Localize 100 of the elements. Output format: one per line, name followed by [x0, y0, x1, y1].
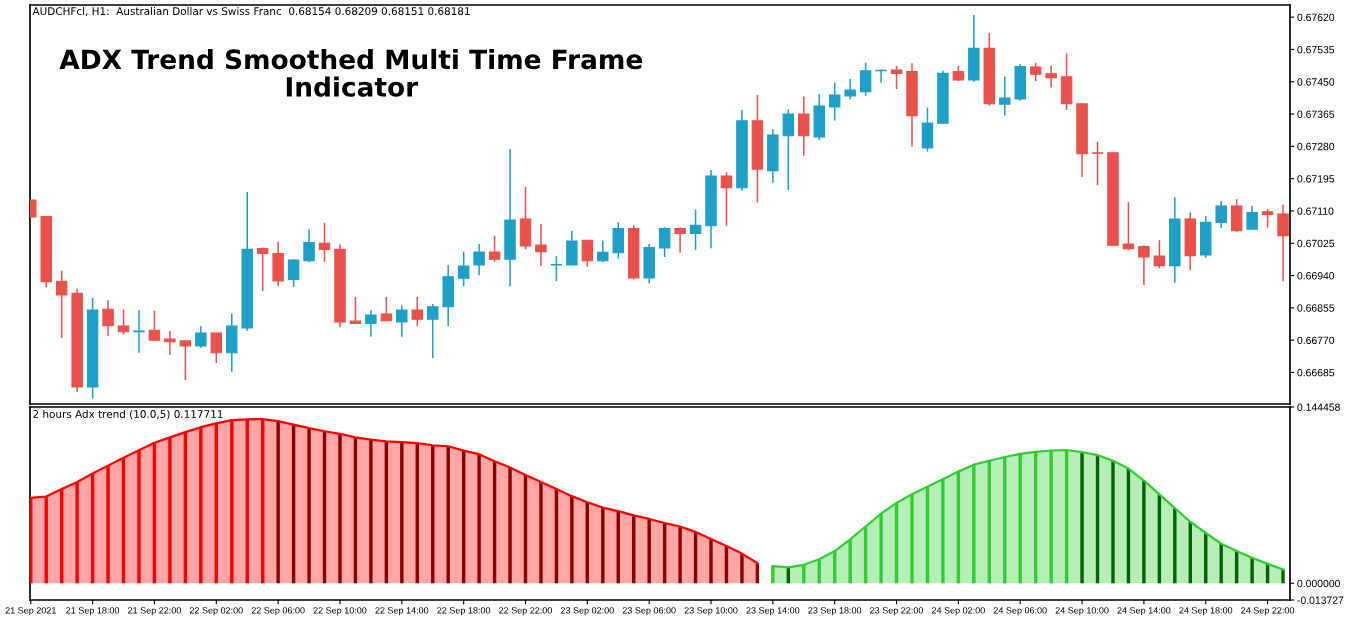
candlestick — [488, 234, 501, 263]
candlestick — [828, 81, 841, 122]
candlestick — [1122, 201, 1135, 251]
bar — [678, 526, 682, 584]
bar — [1250, 557, 1254, 584]
chart-subtitle: AUDCHFcl, H1: Australian Dollar vs Swiss Franc 0.68154 0.68209 0.68151 0.68181 — [32, 7, 470, 17]
candlestick — [581, 239, 594, 268]
bar — [1281, 569, 1285, 584]
x-tick-label: 24 Sep 06:00 — [993, 607, 1047, 616]
y-tick-label: 0.67280 — [1297, 142, 1335, 151]
bar — [1111, 460, 1115, 584]
x-tick-label: 21 Sep 18:00 — [66, 607, 120, 616]
candlestick — [365, 309, 377, 338]
candlestick — [1215, 200, 1227, 229]
x-tick-label: 23 Sep 14:00 — [746, 607, 800, 616]
x-tick-label: 23 Sep 18:00 — [808, 607, 862, 616]
bar — [647, 518, 651, 584]
x-tick-label: 22 Sep 06:00 — [251, 607, 305, 616]
x-tick-label: 24 Sep 14:00 — [1117, 607, 1171, 616]
candlestick — [1138, 244, 1150, 286]
candlestick — [148, 310, 161, 342]
y-tick-label: 0.67025 — [1297, 239, 1335, 248]
candlestick — [55, 269, 68, 339]
bar — [709, 538, 713, 584]
candlestick — [1261, 208, 1274, 229]
candlestick — [1246, 205, 1258, 230]
candlestick — [1029, 61, 1042, 82]
candlestick — [674, 226, 686, 254]
candlestick — [890, 65, 903, 90]
x-tick-label: 24 Sep 10:00 — [1055, 607, 1109, 616]
bar — [307, 428, 311, 584]
candlestick — [535, 223, 547, 267]
candlestick — [427, 303, 439, 359]
candlestick — [457, 250, 470, 287]
candlestick — [999, 75, 1011, 117]
candlestick — [859, 61, 872, 97]
x-tick-label: 24 Sep 02:00 — [931, 607, 985, 616]
candlestick — [133, 309, 145, 354]
x-tick-label: 22 Sep 22:00 — [499, 607, 552, 616]
candlestick — [411, 296, 424, 327]
candlestick — [380, 296, 393, 322]
chart-title: 2 hours Adx trend (10.0,5) 0.117711 — [33, 409, 223, 420]
candlestick — [117, 308, 130, 336]
bar — [539, 481, 543, 584]
candlestick — [798, 95, 810, 157]
y-tick-label: 0.000000 — [1297, 579, 1340, 588]
bar — [740, 553, 744, 584]
candlestick — [844, 78, 856, 101]
y-tick-label: 0.66855 — [1297, 304, 1335, 312]
bar — [338, 433, 342, 584]
y-tick-label: 0.67620 — [1297, 13, 1335, 22]
x-tick-label: 24 Sep 18:00 — [1179, 607, 1233, 616]
candlestick — [1153, 239, 1166, 270]
candlestick — [1091, 141, 1104, 186]
candlestick — [566, 229, 578, 266]
y-tick-label: 0.66770 — [1297, 336, 1335, 345]
candlestick — [179, 340, 192, 381]
candlestick — [102, 299, 114, 337]
candlestick — [689, 208, 702, 251]
x-tick-label: 21 Sep 2021 — [5, 607, 56, 616]
bar — [1173, 508, 1177, 584]
candlestick — [782, 108, 795, 191]
candlestick — [396, 304, 408, 338]
candlestick — [210, 332, 223, 364]
candlestick — [164, 330, 176, 356]
bar — [1142, 480, 1146, 584]
candlestick — [658, 226, 671, 258]
x-tick-label: 22 Sep 18:00 — [437, 607, 491, 616]
bar — [570, 496, 574, 584]
candlestick — [256, 246, 269, 292]
candlestick — [287, 258, 300, 288]
candlestick — [473, 243, 485, 276]
y-tick-label: 0.66940 — [1297, 272, 1335, 280]
y-tick-label: 0.67110 — [1297, 207, 1334, 215]
candlestick — [303, 228, 315, 264]
candlestick — [318, 221, 331, 263]
x-tick-label: 23 Sep 10:00 — [684, 607, 738, 616]
bar — [276, 421, 280, 584]
x-tick-label: 23 Sep 02:00 — [560, 607, 614, 616]
candlestick — [597, 239, 609, 264]
x-tick-label: 23 Sep 06:00 — [622, 607, 676, 616]
x-tick-label: 22 Sep 02:00 — [189, 607, 243, 616]
y-tick-label: -0.013727 — [1297, 596, 1344, 604]
candlestick — [1045, 65, 1057, 89]
y-tick-label: 0.66685 — [1297, 368, 1335, 377]
y-tick-label: 0.67450 — [1297, 78, 1335, 86]
bar — [369, 439, 373, 584]
y-tick-label: 0.144458 — [1297, 403, 1340, 411]
x-tick-label: 22 Sep 10:00 — [313, 607, 367, 616]
x-tick-label: 22 Sep 14:00 — [375, 607, 429, 616]
y-tick-label: 0.67535 — [1297, 45, 1335, 54]
bar — [477, 454, 481, 584]
x-tick-label: 21 Sep 22:00 — [128, 607, 181, 616]
y-tick-label: 0.67195 — [1297, 175, 1335, 183]
candlestick — [195, 325, 207, 349]
bar — [508, 467, 512, 584]
x-tick-label: 23 Sep 22:00 — [870, 607, 924, 616]
text: ADX Trend Smoothed Multi Time Frame Indicator — [59, 48, 643, 97]
candlestick — [550, 255, 563, 283]
y-tick-label: 0.67365 — [1297, 110, 1335, 118]
